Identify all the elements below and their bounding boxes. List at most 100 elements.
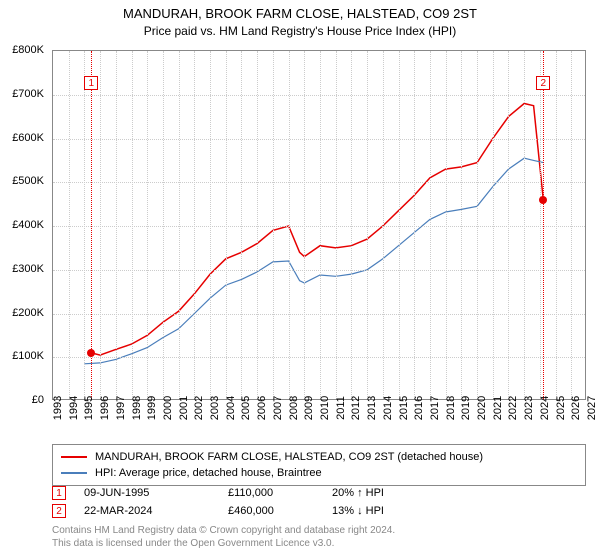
x-tick-label: 1997 bbox=[115, 396, 127, 420]
legend-swatch bbox=[61, 472, 87, 474]
transaction-date: 09-JUN-1995 bbox=[84, 487, 224, 499]
grid-line-v bbox=[257, 51, 258, 399]
grid-line-v bbox=[351, 51, 352, 399]
y-tick-label: £600K bbox=[12, 132, 44, 144]
grid-line-h bbox=[53, 314, 585, 315]
x-tick-label: 2012 bbox=[350, 396, 362, 420]
grid-line-v bbox=[556, 51, 557, 399]
x-tick-label: 2027 bbox=[586, 396, 598, 420]
marker-dot bbox=[539, 196, 547, 204]
x-tick-label: 2018 bbox=[445, 396, 457, 420]
marker-vline bbox=[543, 51, 544, 399]
grid-line-v bbox=[320, 51, 321, 399]
legend-label: HPI: Average price, detached house, Brai… bbox=[95, 467, 322, 479]
x-tick-label: 2008 bbox=[288, 396, 300, 420]
transaction-price: £110,000 bbox=[228, 487, 328, 499]
y-tick-label: £100K bbox=[12, 350, 44, 362]
marker-vline bbox=[91, 51, 92, 399]
x-tick-label: 2021 bbox=[492, 396, 504, 420]
legend-label: MANDURAH, BROOK FARM CLOSE, HALSTEAD, CO… bbox=[95, 451, 483, 463]
grid-line-v bbox=[116, 51, 117, 399]
grid-line-v bbox=[304, 51, 305, 399]
chart-subtitle: Price paid vs. HM Land Registry's House … bbox=[0, 24, 600, 38]
legend-row: MANDURAH, BROOK FARM CLOSE, HALSTEAD, CO… bbox=[61, 449, 577, 465]
series-line-property bbox=[91, 104, 543, 356]
x-tick-label: 2026 bbox=[570, 396, 582, 420]
grid-line-v bbox=[100, 51, 101, 399]
grid-line-v bbox=[461, 51, 462, 399]
legend: MANDURAH, BROOK FARM CLOSE, HALSTEAD, CO… bbox=[52, 444, 586, 486]
grid-line-v bbox=[571, 51, 572, 399]
grid-line-v bbox=[540, 51, 541, 399]
grid-line-v bbox=[163, 51, 164, 399]
marker-dot bbox=[87, 349, 95, 357]
y-tick-label: £0 bbox=[32, 394, 44, 406]
transaction-price: £460,000 bbox=[228, 505, 328, 517]
x-tick-label: 2006 bbox=[256, 396, 268, 420]
legend-row: HPI: Average price, detached house, Brai… bbox=[61, 465, 577, 481]
y-tick-label: £700K bbox=[12, 88, 44, 100]
x-tick-label: 2013 bbox=[366, 396, 378, 420]
transaction-date: 22-MAR-2024 bbox=[84, 505, 224, 517]
transaction-table: 109-JUN-1995£110,00020% ↑ HPI222-MAR-202… bbox=[52, 484, 586, 520]
x-tick-label: 2003 bbox=[209, 396, 221, 420]
grid-line-v bbox=[194, 51, 195, 399]
grid-line-h bbox=[53, 95, 585, 96]
x-tick-label: 2009 bbox=[303, 396, 315, 420]
grid-line-v bbox=[210, 51, 211, 399]
grid-line-v bbox=[430, 51, 431, 399]
y-tick-label: £800K bbox=[12, 44, 44, 56]
grid-line-v bbox=[336, 51, 337, 399]
grid-line-h bbox=[53, 182, 585, 183]
x-tick-label: 2004 bbox=[225, 396, 237, 420]
y-tick-label: £200K bbox=[12, 307, 44, 319]
legend-swatch bbox=[61, 456, 87, 458]
chart-area: 12 bbox=[52, 50, 586, 400]
grid-line-v bbox=[241, 51, 242, 399]
x-tick-label: 1996 bbox=[99, 396, 111, 420]
x-tick-label: 1993 bbox=[52, 396, 64, 420]
transaction-row: 2 22-MAR-2024 £460,000 13% ↓ HPI bbox=[52, 502, 586, 520]
grid-line-v bbox=[289, 51, 290, 399]
title-block: MANDURAH, BROOK FARM CLOSE, HALSTEAD, CO… bbox=[0, 0, 600, 40]
grid-line-v bbox=[132, 51, 133, 399]
y-tick-label: £300K bbox=[12, 263, 44, 275]
grid-line-v bbox=[493, 51, 494, 399]
grid-line-v bbox=[383, 51, 384, 399]
grid-line-v bbox=[179, 51, 180, 399]
x-tick-label: 2001 bbox=[178, 396, 190, 420]
marker-box: 1 bbox=[84, 76, 98, 90]
chart-title: MANDURAH, BROOK FARM CLOSE, HALSTEAD, CO… bbox=[0, 6, 600, 21]
transaction-row: 109-JUN-1995£110,00020% ↑ HPI bbox=[52, 484, 586, 502]
grid-line-h bbox=[53, 357, 585, 358]
x-tick-label: 2010 bbox=[319, 396, 331, 420]
x-axis: 1993199419951996199719981999200020012002… bbox=[52, 404, 586, 444]
x-tick-label: 2016 bbox=[413, 396, 425, 420]
x-tick-label: 1995 bbox=[83, 396, 95, 420]
y-tick-label: £500K bbox=[12, 175, 44, 187]
x-tick-label: 1994 bbox=[68, 396, 80, 420]
marker-box: 2 bbox=[536, 76, 550, 90]
attribution: Contains HM Land Registry data © Crown c… bbox=[52, 524, 586, 550]
grid-line-h bbox=[53, 270, 585, 271]
grid-line-h bbox=[53, 139, 585, 140]
transaction-marker: 2 bbox=[52, 504, 66, 518]
y-axis: £0£100K£200K£300K£400K£500K£600K£700K£80… bbox=[0, 50, 48, 400]
x-tick-label: 1999 bbox=[146, 396, 158, 420]
x-tick-label: 2011 bbox=[335, 396, 347, 420]
grid-line-v bbox=[414, 51, 415, 399]
grid-line-v bbox=[477, 51, 478, 399]
attribution-line2: This data is licensed under the Open Gov… bbox=[52, 537, 586, 550]
grid-line-v bbox=[367, 51, 368, 399]
x-tick-label: 2002 bbox=[193, 396, 205, 420]
x-tick-label: 2007 bbox=[272, 396, 284, 420]
grid-line-v bbox=[84, 51, 85, 399]
x-tick-label: 2025 bbox=[555, 396, 567, 420]
grid-line-v bbox=[508, 51, 509, 399]
series-line-hpi bbox=[84, 158, 543, 364]
x-tick-label: 2014 bbox=[382, 396, 394, 420]
grid-line-v bbox=[147, 51, 148, 399]
transaction-pct: 20% ↑ HPI bbox=[332, 487, 442, 499]
transaction-pct: 13% ↓ HPI bbox=[332, 505, 442, 517]
grid-line-v bbox=[399, 51, 400, 399]
